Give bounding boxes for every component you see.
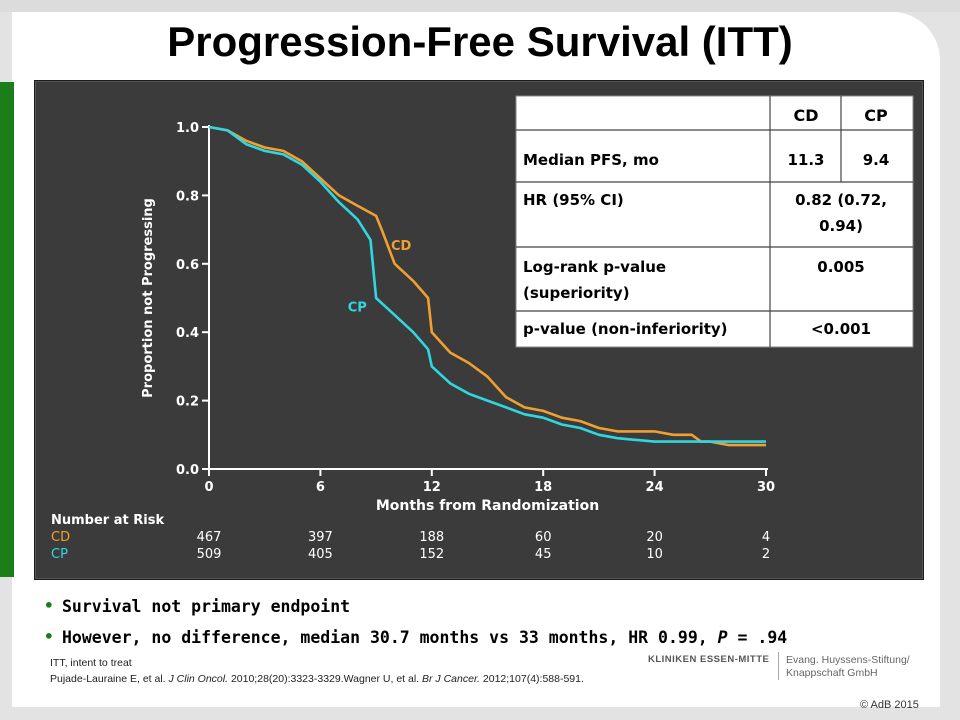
risk-row-label-cp: CP <box>51 547 68 562</box>
risk-table: Number at Risk CD CP 467 397 188 60 20 4 509 40… <box>51 513 770 562</box>
x-tick-label: 12 <box>423 480 441 495</box>
ref-journal2: Br J Cancer. <box>422 673 480 685</box>
risk-value: 397 <box>308 530 333 545</box>
x-tick-label: 30 <box>757 480 775 495</box>
median-pfs-cp: 9.4 <box>863 151 890 169</box>
y-tick-label: 1.0 <box>176 121 199 136</box>
bullet-list: • Survival not primary endpoint • However,… <box>44 596 788 659</box>
logrank-value: 0.005 <box>817 258 864 276</box>
risk-table-header: Number at Risk <box>51 513 164 528</box>
y-axis-label: Proportion not Progressing <box>141 198 156 398</box>
x-ticks: 0 6 12 18 24 30 <box>204 469 775 495</box>
slide-title: Progression-Free Survival (ITT) <box>167 18 793 65</box>
median-pfs-cd: 11.3 <box>787 151 824 169</box>
y-tick-label: 0.8 <box>176 189 199 204</box>
foundation-line1: Evang. Huyssens-Stiftung/ <box>786 654 910 666</box>
copyright: © AdB 2015 <box>860 699 919 711</box>
risk-value: 45 <box>535 547 552 562</box>
risk-value: 152 <box>419 547 444 562</box>
noninferiority-value: <0.001 <box>811 320 871 338</box>
risk-value: 467 <box>197 530 222 545</box>
stats-table-background <box>515 95 914 348</box>
ref-journal1: J Clin Oncol. <box>168 673 229 685</box>
noninferiority-label: p-value (non-inferiority) <box>523 320 728 338</box>
ref-part1: Pujade-Lauraine E, et al. <box>50 673 169 685</box>
risk-value: 509 <box>197 547 222 562</box>
chart-panel: 0.0 0.2 0.4 0.6 0.8 1.0 0 6 12 18 24 30 Proportion… <box>34 80 924 580</box>
bullet-text: However, no difference, median 30.7 mont… <box>62 628 788 647</box>
bullet-dot: • <box>44 596 54 615</box>
bullet-text: Survival not primary endpoint <box>62 597 351 616</box>
x-tick-label: 6 <box>316 480 325 495</box>
stats-header-cd: CD <box>793 106 818 125</box>
hr-value-line2: 0.94) <box>819 217 863 235</box>
bullet-item: • However, no difference, median 30.7 mon… <box>44 627 788 659</box>
curve-label-cd: CD <box>391 239 412 254</box>
logo-separator <box>778 652 779 680</box>
stats-header-cp: CP <box>864 106 888 125</box>
x-axis-label: Months from Randomization <box>376 498 599 514</box>
km-curve-cp <box>208 125 766 443</box>
x-tick-label: 24 <box>646 480 664 495</box>
risk-value: 60 <box>535 530 552 545</box>
footnote-itt: ITT, intent to treat <box>50 657 132 669</box>
foundation-line2: Knappschaft GmbH <box>786 667 878 679</box>
y-tick-label: 0.0 <box>176 463 199 478</box>
ref-part3: 2012;107(4):588-591. <box>479 673 584 685</box>
risk-value: 405 <box>308 547 333 562</box>
top-strip <box>0 0 960 12</box>
y-tick-label: 0.4 <box>176 326 199 341</box>
km-curve-cd <box>208 125 766 447</box>
risk-value: 2 <box>762 547 770 562</box>
risk-value: 10 <box>646 547 663 562</box>
accent-bar <box>0 82 14 577</box>
ref-part2: 2010;28(20):3323-3329.Wagner U, et al. <box>228 673 423 685</box>
x-tick-label: 18 <box>534 480 552 495</box>
clinic-logo-text: KLINIKEN ESSEN-MITTE <box>648 654 770 665</box>
y-ticks: 0.0 0.2 0.4 0.6 0.8 1.0 <box>176 121 209 478</box>
chart-axes: 0.0 0.2 0.4 0.6 0.8 1.0 0 6 12 18 24 30 <box>176 121 775 495</box>
risk-value: 188 <box>419 530 444 545</box>
survival-curves: CD CP <box>208 125 766 447</box>
y-tick-label: 0.2 <box>176 395 199 410</box>
bullet-item: • Survival not primary endpoint <box>44 596 787 628</box>
risk-value: 4 <box>762 530 770 545</box>
stats-table: CD CP Median PFS, mo 11.3 9.4 HR (95% CI… <box>515 95 914 348</box>
risk-value: 20 <box>646 530 663 545</box>
hr-label: HR (95% CI) <box>523 191 624 209</box>
references: Pujade-Lauraine E, et al. J Clin Oncol. … <box>50 673 584 685</box>
curve-label-cp: CP <box>348 301 367 316</box>
foundation-logo-text: Evang. Huyssens-Stiftung/Knappschaft Gmb… <box>786 654 916 680</box>
hr-value-line1: 0.82 (0.72, <box>795 191 887 209</box>
bullet-dot: • <box>44 627 54 646</box>
logrank-label-line1: Log-rank p-value <box>523 258 666 276</box>
km-chart: 0.00.20.40.60.81.0 0 6 12 18 24 30 Proportion… <box>51 95 914 562</box>
y-tick-label: 0.6 <box>176 258 199 273</box>
median-pfs-label: Median PFS, mo <box>523 151 659 169</box>
logrank-label-line2: (superiority) <box>523 284 630 302</box>
stats-table-grid <box>516 96 913 347</box>
risk-values: 467 397 188 60 20 4 509 405 152 45 10 2 <box>197 530 771 562</box>
x-tick-label: 0 <box>204 480 213 495</box>
risk-row-label-cd: CD <box>51 530 70 545</box>
